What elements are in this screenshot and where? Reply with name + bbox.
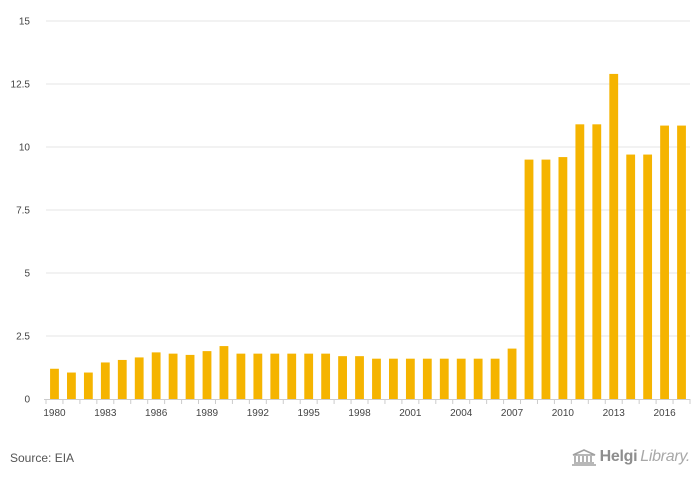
bar-2011 (575, 124, 585, 399)
x-tick-label: 1992 (247, 408, 270, 419)
x-tick-label: 1986 (145, 408, 168, 419)
bar-2012 (592, 124, 602, 399)
bar-1989 (202, 351, 212, 399)
y-tick-label: 12.5 (11, 80, 31, 91)
x-tick-label: 2016 (653, 408, 676, 419)
bar-1982 (83, 372, 93, 399)
y-tick-label: 7.5 (16, 206, 30, 217)
bar-1998 (355, 356, 364, 399)
bars-layer (50, 73, 686, 400)
bar-2001 (405, 358, 415, 399)
bar-1980 (50, 368, 59, 399)
x-tick-label: 1998 (348, 408, 371, 419)
bar-2014 (626, 154, 636, 399)
x-tick-label: 2010 (552, 408, 575, 419)
y-tick-label: 2.5 (16, 332, 30, 343)
brand-name-light: Library. (640, 448, 690, 465)
bar-1984 (117, 359, 127, 399)
bar-1997 (338, 356, 347, 399)
y-tick-label: 0 (24, 395, 30, 406)
x-tick-label: 1995 (298, 408, 321, 419)
bar-2017 (677, 125, 686, 399)
bar-1992 (253, 353, 263, 399)
x-tick-label: 2007 (501, 408, 524, 419)
bar-2007 (507, 348, 517, 399)
y-tick-label: 10 (19, 143, 31, 154)
x-tick-label: 1983 (94, 408, 117, 419)
bar-1990 (219, 346, 229, 399)
bar-1987 (168, 353, 178, 399)
source-note: Source: EIA (10, 451, 75, 465)
bar-2005 (473, 358, 483, 399)
bar-1985 (134, 357, 144, 399)
x-tick-label: 2004 (450, 408, 473, 419)
bar-2003 (439, 358, 449, 399)
x-tick-label: 2013 (603, 408, 626, 419)
bar-2010 (558, 157, 568, 399)
bar-1991 (236, 353, 246, 399)
library-building-icon (571, 449, 596, 466)
x-tick-label: 2001 (399, 408, 422, 419)
bar-1994 (287, 353, 297, 399)
bar-2013 (609, 73, 619, 400)
bar-1981 (67, 372, 76, 399)
brand-name-strong: Helgi (599, 448, 638, 465)
y-tick-label: 5 (24, 269, 30, 280)
bar-1999 (372, 358, 381, 399)
bar-2009 (541, 159, 551, 399)
bar-2008 (524, 159, 534, 399)
helgilibrary-logo: Helgi Library. (571, 448, 690, 466)
bar-2006 (490, 358, 500, 399)
bar-2004 (456, 358, 466, 399)
bar-2000 (389, 358, 398, 399)
x-tick-label: 1989 (196, 408, 219, 419)
bar-2015 (643, 154, 653, 399)
x-tick-label: 1980 (43, 408, 66, 419)
bar-1986 (151, 352, 161, 399)
axis-layer: 0 2.5 5 7.5 10 12.5 15 1980 1983 1986 1989 1992 1995… (11, 17, 691, 419)
bar-1995 (304, 353, 314, 399)
bar-1996 (321, 353, 331, 399)
bar-2002 (422, 358, 432, 399)
bar-1993 (270, 353, 280, 399)
y-tick-label: 15 (19, 17, 31, 28)
bar-1983 (100, 362, 110, 399)
bar-2016 (660, 125, 669, 399)
bar-1988 (185, 354, 195, 399)
